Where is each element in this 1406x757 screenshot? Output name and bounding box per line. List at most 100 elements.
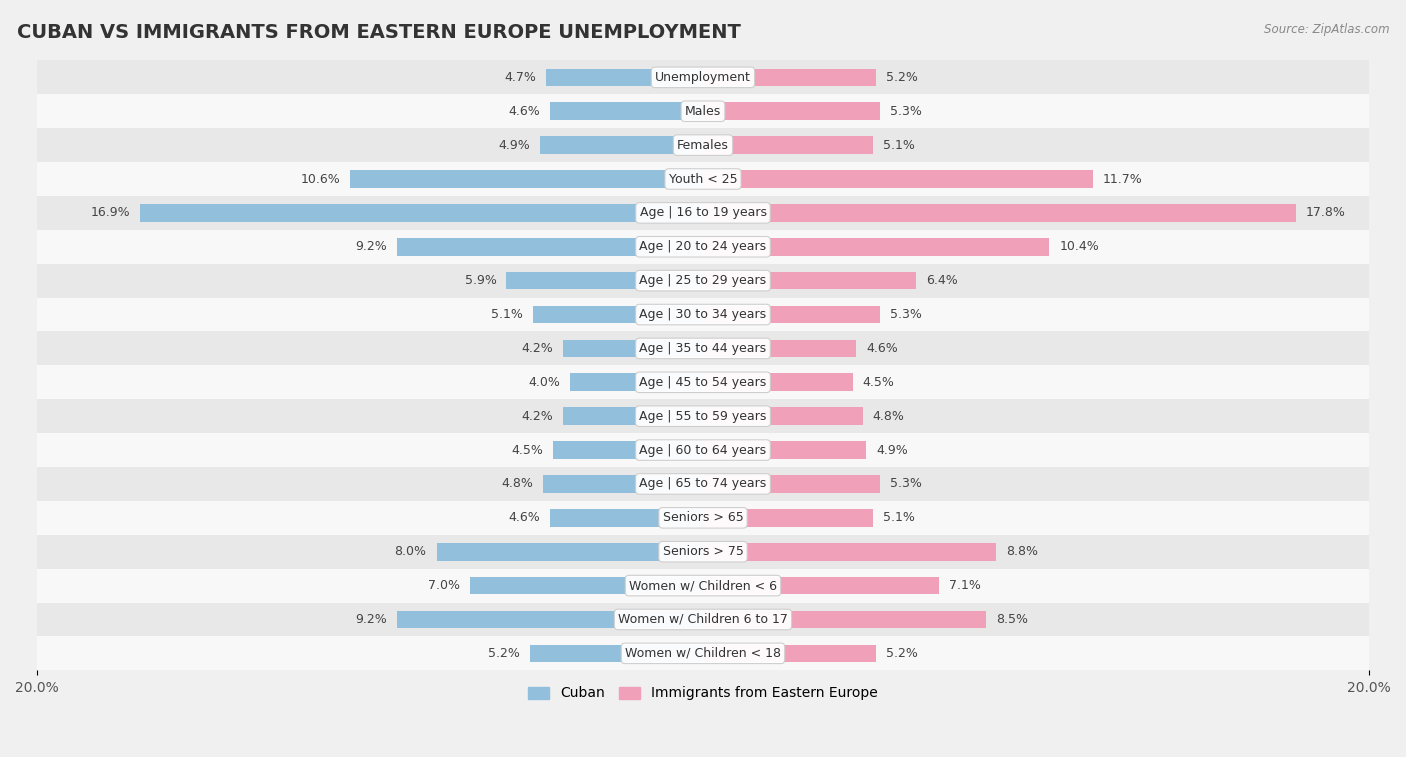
Text: 4.5%: 4.5% — [512, 444, 543, 456]
Text: Youth < 25: Youth < 25 — [669, 173, 737, 185]
Text: 5.1%: 5.1% — [491, 308, 523, 321]
Bar — [37, 569, 1369, 603]
Text: 10.6%: 10.6% — [301, 173, 340, 185]
Text: 4.2%: 4.2% — [522, 410, 553, 422]
Bar — [703, 475, 880, 493]
Text: 4.6%: 4.6% — [866, 342, 898, 355]
Text: 8.5%: 8.5% — [995, 613, 1028, 626]
Text: Age | 60 to 64 years: Age | 60 to 64 years — [640, 444, 766, 456]
Bar — [37, 95, 1369, 128]
Bar — [37, 637, 1369, 670]
Bar — [533, 306, 703, 323]
Bar — [703, 577, 939, 594]
Text: 8.0%: 8.0% — [395, 545, 426, 558]
Bar — [543, 475, 703, 493]
Text: 5.2%: 5.2% — [886, 646, 918, 660]
Bar — [37, 128, 1369, 162]
Text: 5.3%: 5.3% — [890, 478, 921, 491]
Text: Unemployment: Unemployment — [655, 71, 751, 84]
Bar — [703, 69, 876, 86]
Bar — [396, 611, 703, 628]
Text: 9.2%: 9.2% — [354, 240, 387, 254]
Text: 4.0%: 4.0% — [527, 375, 560, 389]
Text: 4.8%: 4.8% — [873, 410, 904, 422]
Bar — [37, 162, 1369, 196]
Bar — [37, 467, 1369, 501]
Text: CUBAN VS IMMIGRANTS FROM EASTERN EUROPE UNEMPLOYMENT: CUBAN VS IMMIGRANTS FROM EASTERN EUROPE … — [17, 23, 741, 42]
Bar — [37, 263, 1369, 298]
Text: Age | 35 to 44 years: Age | 35 to 44 years — [640, 342, 766, 355]
Bar — [37, 399, 1369, 433]
Bar — [37, 61, 1369, 95]
Bar — [540, 136, 703, 154]
Bar — [550, 102, 703, 120]
Bar — [703, 644, 876, 662]
Bar — [703, 441, 866, 459]
Text: 4.9%: 4.9% — [498, 139, 530, 151]
Text: Age | 16 to 19 years: Age | 16 to 19 years — [640, 207, 766, 220]
Text: Age | 45 to 54 years: Age | 45 to 54 years — [640, 375, 766, 389]
Bar — [550, 509, 703, 527]
Bar — [37, 501, 1369, 534]
Bar — [37, 298, 1369, 332]
Bar — [703, 102, 880, 120]
Bar — [564, 340, 703, 357]
Bar — [703, 373, 853, 391]
Text: 7.0%: 7.0% — [427, 579, 460, 592]
Text: 5.3%: 5.3% — [890, 308, 921, 321]
Text: Seniors > 65: Seniors > 65 — [662, 511, 744, 525]
Text: Age | 20 to 24 years: Age | 20 to 24 years — [640, 240, 766, 254]
Bar — [470, 577, 703, 594]
Bar — [141, 204, 703, 222]
Text: 6.4%: 6.4% — [927, 274, 957, 287]
Text: Age | 25 to 29 years: Age | 25 to 29 years — [640, 274, 766, 287]
Text: Age | 65 to 74 years: Age | 65 to 74 years — [640, 478, 766, 491]
Bar — [436, 543, 703, 560]
Text: Females: Females — [678, 139, 728, 151]
Text: 10.4%: 10.4% — [1059, 240, 1099, 254]
Text: 4.9%: 4.9% — [876, 444, 908, 456]
Bar — [553, 441, 703, 459]
Text: Age | 55 to 59 years: Age | 55 to 59 years — [640, 410, 766, 422]
Legend: Cuban, Immigrants from Eastern Europe: Cuban, Immigrants from Eastern Europe — [523, 681, 883, 706]
Bar — [569, 373, 703, 391]
Text: Source: ZipAtlas.com: Source: ZipAtlas.com — [1264, 23, 1389, 36]
Text: Women w/ Children < 6: Women w/ Children < 6 — [628, 579, 778, 592]
Bar — [703, 543, 995, 560]
Text: 5.3%: 5.3% — [890, 104, 921, 118]
Bar — [703, 407, 863, 425]
Text: Males: Males — [685, 104, 721, 118]
Text: 8.8%: 8.8% — [1007, 545, 1038, 558]
Bar — [703, 509, 873, 527]
Text: 4.2%: 4.2% — [522, 342, 553, 355]
Text: 4.5%: 4.5% — [863, 375, 894, 389]
Bar — [703, 306, 880, 323]
Text: Seniors > 75: Seniors > 75 — [662, 545, 744, 558]
Text: 4.8%: 4.8% — [502, 478, 533, 491]
Text: 4.6%: 4.6% — [508, 104, 540, 118]
Bar — [37, 196, 1369, 230]
Bar — [703, 611, 986, 628]
Bar — [703, 340, 856, 357]
Text: 16.9%: 16.9% — [90, 207, 131, 220]
Bar — [506, 272, 703, 289]
Bar — [396, 238, 703, 256]
Bar — [37, 366, 1369, 399]
Bar — [37, 534, 1369, 569]
Text: Age | 30 to 34 years: Age | 30 to 34 years — [640, 308, 766, 321]
Bar — [530, 644, 703, 662]
Bar — [547, 69, 703, 86]
Text: Women w/ Children 6 to 17: Women w/ Children 6 to 17 — [619, 613, 787, 626]
Text: 4.6%: 4.6% — [508, 511, 540, 525]
Bar — [37, 603, 1369, 637]
Text: 5.9%: 5.9% — [464, 274, 496, 287]
Text: 9.2%: 9.2% — [354, 613, 387, 626]
Bar — [703, 170, 1092, 188]
Bar — [703, 238, 1049, 256]
Bar — [703, 136, 873, 154]
Text: 11.7%: 11.7% — [1102, 173, 1143, 185]
Text: 5.2%: 5.2% — [886, 71, 918, 84]
Text: 7.1%: 7.1% — [949, 579, 981, 592]
Bar — [703, 204, 1296, 222]
Text: 17.8%: 17.8% — [1306, 207, 1346, 220]
